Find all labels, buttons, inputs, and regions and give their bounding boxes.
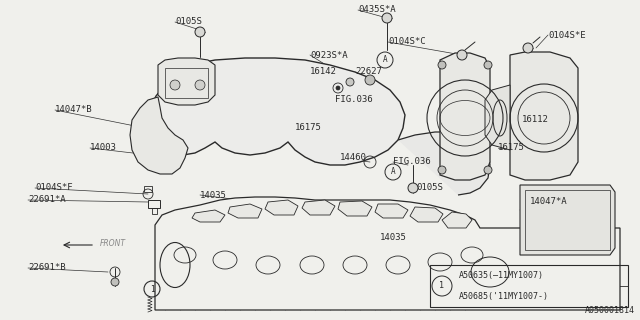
Text: 14460: 14460 <box>340 154 367 163</box>
Polygon shape <box>375 204 408 218</box>
Text: FIG.036: FIG.036 <box>393 157 431 166</box>
Text: 14035: 14035 <box>380 234 407 243</box>
Text: 1: 1 <box>150 284 154 293</box>
Bar <box>148 200 160 208</box>
Bar <box>165 68 208 98</box>
Circle shape <box>484 61 492 69</box>
Polygon shape <box>265 200 298 215</box>
Bar <box>144 186 152 192</box>
Polygon shape <box>485 85 510 150</box>
Text: 22691*A: 22691*A <box>28 196 66 204</box>
Text: 14047*A: 14047*A <box>530 197 568 206</box>
Text: A: A <box>390 167 396 177</box>
Text: 0435S*A: 0435S*A <box>358 5 396 14</box>
Text: 22627: 22627 <box>355 68 382 76</box>
Polygon shape <box>338 201 372 216</box>
Text: 14003: 14003 <box>90 143 117 153</box>
Circle shape <box>111 278 119 286</box>
Text: A050001814: A050001814 <box>585 306 635 315</box>
Circle shape <box>195 80 205 90</box>
Circle shape <box>346 78 354 86</box>
Polygon shape <box>148 58 405 165</box>
Circle shape <box>336 86 340 90</box>
Polygon shape <box>442 212 472 228</box>
Text: 0105S: 0105S <box>416 183 443 193</box>
Polygon shape <box>158 58 215 105</box>
Text: 0104S*F: 0104S*F <box>35 183 72 193</box>
Polygon shape <box>302 200 335 215</box>
Text: A50685('11MY1007-): A50685('11MY1007-) <box>459 292 549 301</box>
Polygon shape <box>192 210 225 222</box>
Text: 0104S*E: 0104S*E <box>548 30 586 39</box>
Circle shape <box>365 75 375 85</box>
Circle shape <box>408 183 418 193</box>
Bar <box>152 208 157 214</box>
Polygon shape <box>130 97 188 174</box>
Circle shape <box>382 13 392 23</box>
Text: 22691*B: 22691*B <box>28 263 66 273</box>
Text: 1: 1 <box>440 282 445 291</box>
Polygon shape <box>510 52 578 180</box>
Text: A: A <box>383 55 387 65</box>
Text: A50635(–11MY1007): A50635(–11MY1007) <box>459 271 544 280</box>
Circle shape <box>438 61 446 69</box>
Text: 16142: 16142 <box>310 68 337 76</box>
Polygon shape <box>410 207 443 222</box>
Circle shape <box>195 27 205 37</box>
Polygon shape <box>398 132 490 195</box>
Circle shape <box>523 43 533 53</box>
Polygon shape <box>440 53 490 180</box>
Circle shape <box>484 166 492 174</box>
Circle shape <box>457 50 467 60</box>
Polygon shape <box>155 197 620 310</box>
Circle shape <box>170 80 180 90</box>
Polygon shape <box>520 185 615 255</box>
Text: 14047*B: 14047*B <box>55 106 93 115</box>
Bar <box>525 190 610 250</box>
Text: 16112: 16112 <box>522 116 549 124</box>
Text: 0105S: 0105S <box>175 18 202 27</box>
Text: 16175: 16175 <box>295 124 322 132</box>
Text: FRONT: FRONT <box>100 239 126 249</box>
Circle shape <box>438 166 446 174</box>
Text: 0923S*A: 0923S*A <box>310 51 348 60</box>
Text: 14035: 14035 <box>200 190 227 199</box>
Polygon shape <box>228 204 262 218</box>
Text: FIG.036: FIG.036 <box>335 95 372 105</box>
Bar <box>430 265 628 307</box>
Text: 16175: 16175 <box>498 143 525 153</box>
Text: 0104S*C: 0104S*C <box>388 37 426 46</box>
